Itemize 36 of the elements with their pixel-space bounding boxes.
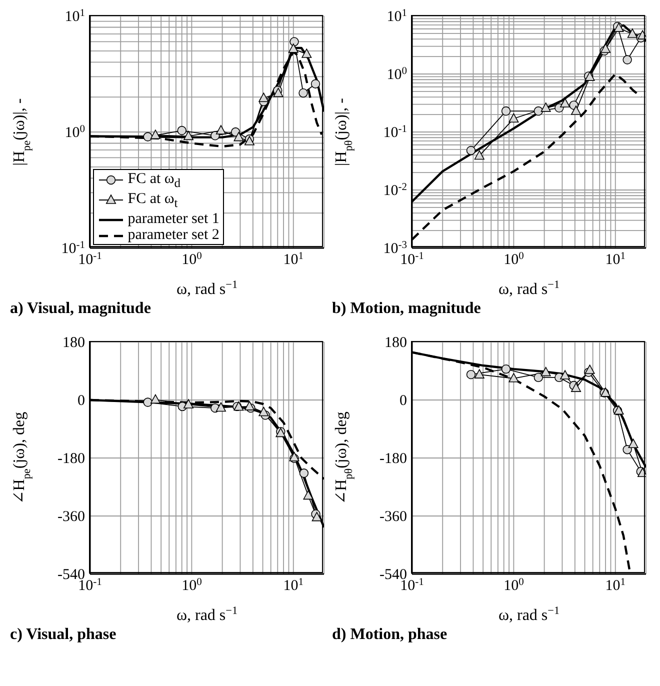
y-tick-label: 180 (384, 335, 407, 351)
x-tick-label: 10$^{1}$ (605, 250, 626, 268)
y-tick-label: -180 (58, 451, 85, 467)
x-axis-title: ω, rad s$^{−1}$ (176, 279, 238, 298)
y-tick-label: 10$^{0}$ (64, 124, 85, 141)
y-tick-label: 0 (400, 393, 407, 409)
x-tick-label: 10$^{1}$ (605, 576, 626, 594)
y-tick-label: 10$^{-2}$ (383, 182, 407, 199)
text: b) Motion, magnitude (331, 300, 482, 319)
x-tick-label: 10$^{1}$ (283, 576, 304, 594)
legend-label: FC at ω$_{d}$ (128, 171, 181, 190)
y-tick-label: 180 (62, 335, 85, 351)
y-tick-label: 10$^{0}$ (386, 66, 407, 83)
y-tick-label: 10$^{1}$ (64, 8, 85, 25)
y-tick-label: 10$^{1}$ (386, 8, 407, 25)
x-tick-label: 10$^{0}$ (182, 250, 202, 268)
x-tick-label: 10$^{0}$ (182, 576, 202, 594)
x-tick-label: 10$^{-1}$ (400, 250, 424, 268)
y-tick-label: -180 (380, 451, 407, 467)
text: a) Visual, magnitude (9, 300, 152, 319)
y-tick-label: -360 (58, 509, 85, 525)
y-tick-label: 0 (78, 393, 85, 409)
legend-label: FC at ω$_{t}$ (128, 191, 178, 210)
y-tick-label: -360 (380, 509, 407, 525)
text: d) Motion, phase (331, 626, 448, 645)
x-axis-title: ω, rad s$^{−1}$ (498, 605, 560, 624)
legend-label: parameter set 1 (128, 211, 220, 227)
x-axis-title: ω, rad s$^{−1}$ (176, 605, 238, 624)
y-tick-label: 10$^{-1}$ (383, 124, 407, 141)
text: c) Visual, phase (9, 626, 118, 645)
legend-label: parameter set 2 (128, 227, 220, 243)
x-tick-label: 10$^{-1}$ (78, 250, 102, 268)
x-axis-title: ω, rad s$^{−1}$ (498, 279, 560, 298)
x-tick-label: 10$^{0}$ (504, 250, 524, 268)
x-tick-label: 10$^{1}$ (283, 250, 304, 268)
x-tick-label: 10$^{0}$ (504, 576, 524, 594)
